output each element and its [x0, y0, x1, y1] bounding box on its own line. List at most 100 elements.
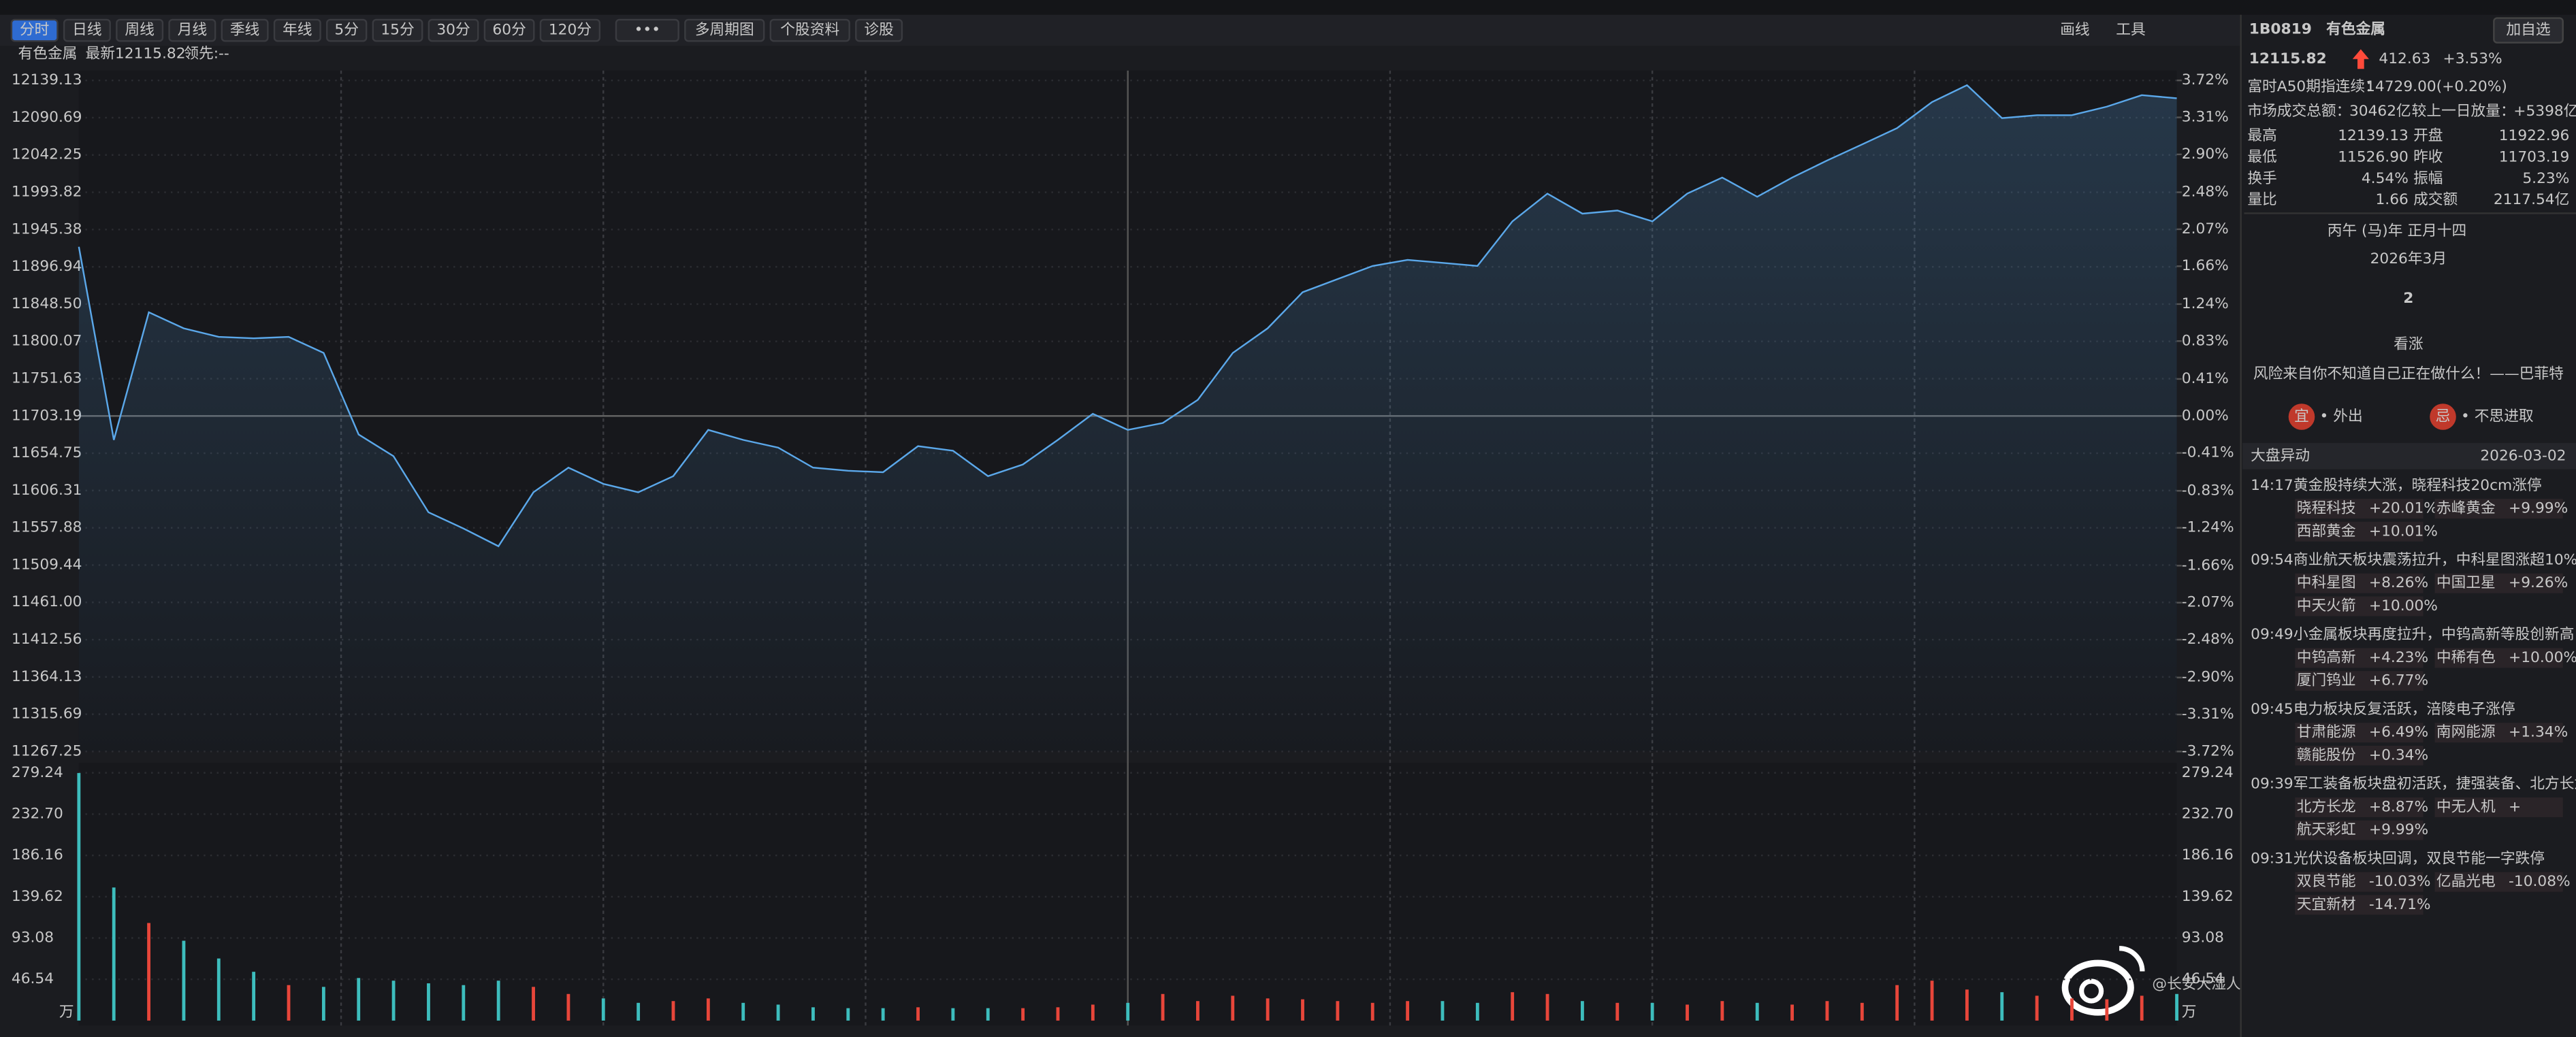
add-button[interactable]	[2493, 17, 2564, 44]
news-text[interactable]: 黄金股持续大涨，晓程科技20cm涨停	[2293, 477, 2542, 494]
toolbar-button[interactable]	[116, 18, 164, 42]
toolbar-label[interactable]: 年线	[283, 22, 312, 39]
volume-bar	[1581, 1001, 1584, 1021]
toolbar-button[interactable]	[168, 18, 216, 42]
quote-price: 12115.82	[2249, 50, 2327, 67]
news-tag-bg	[2295, 671, 2424, 691]
toolbar-button[interactable]	[63, 18, 111, 42]
news-tag-name[interactable]: 中科星图	[2297, 574, 2356, 591]
news-title: 大盘异动	[2251, 447, 2310, 464]
volume-bar	[391, 981, 396, 1021]
calendar-mood: 看涨	[2394, 335, 2424, 352]
news-time[interactable]: 09:31	[2251, 850, 2293, 867]
y2-tick-label: 2.48%	[2182, 184, 2229, 201]
news-time[interactable]: 14:17	[2251, 477, 2293, 494]
news-text[interactable]: 小金属板块再度拉升，中钨高新等股创新高	[2293, 626, 2575, 643]
y-tick-label-right: 139.62	[2182, 888, 2234, 905]
chart-name: 有色金属	[18, 46, 78, 63]
news-tag-name[interactable]: 南网能源	[2436, 724, 2496, 741]
quote-field: 换手	[2247, 170, 2276, 187]
toolbar-label[interactable]: 5分	[334, 22, 359, 39]
volume-unit: 万	[59, 1004, 74, 1021]
toolbar-label[interactable]: 季线	[230, 22, 259, 39]
news-tag-name[interactable]: 西部黄金	[2297, 523, 2356, 540]
volume-bar	[1545, 993, 1549, 1021]
toolbar-label[interactable]: 60分	[492, 22, 526, 39]
news-tag-name[interactable]: 晓程科技	[2297, 500, 2356, 517]
news-tag-bg	[2295, 573, 2424, 593]
toolbar-tools[interactable]: 工具	[2116, 22, 2145, 39]
quote-value: 11922.96	[2499, 127, 2570, 144]
news-time[interactable]: 09:49	[2251, 626, 2293, 643]
news-text[interactable]: 光伏设备板块回调，双良节能一字跌停	[2293, 850, 2545, 867]
toolbar-button[interactable]	[483, 18, 535, 42]
volume-bar	[1440, 1001, 1445, 1021]
toolbar-button[interactable]	[615, 18, 679, 42]
toolbar-label[interactable]: 120分	[549, 22, 592, 39]
news-tag-name[interactable]: 天宜新材	[2297, 896, 2356, 913]
news-time[interactable]: 09:39	[2251, 776, 2293, 793]
toolbar-button[interactable]	[769, 18, 850, 42]
news-tag-name[interactable]: 亿晶光电	[2436, 873, 2496, 890]
add-button-label[interactable]: 加自选	[2506, 22, 2550, 39]
toolbar-label[interactable]: 日线	[72, 22, 101, 39]
toolbar-button[interactable]	[684, 18, 765, 42]
toolbar-button[interactable]	[428, 18, 479, 42]
news-tag-name[interactable]: 双良节能	[2297, 873, 2356, 890]
toolbar-button[interactable]	[326, 18, 368, 42]
toolbar-label[interactable]: 30分	[436, 22, 470, 39]
news-tag-bg	[2295, 596, 2424, 616]
volume-bar	[532, 987, 535, 1021]
news-tag-name[interactable]: 甘肃能源	[2297, 724, 2356, 741]
toolbar-label[interactable]: 周线	[125, 22, 154, 39]
calendar-day: 2	[2403, 290, 2413, 307]
news-tag-change: -14.71%	[2369, 896, 2431, 913]
quote-change: 412.63	[2379, 50, 2430, 67]
news-text[interactable]: 军工装备板块盘初活跃，捷强装备、北方长龙	[2293, 776, 2576, 793]
news-tag-name[interactable]: 北方长龙	[2297, 798, 2356, 815]
toolbar-button[interactable]	[539, 18, 601, 42]
toolbar-label[interactable]: 月线	[178, 22, 207, 39]
toolbar-label[interactable]: 分时	[20, 22, 49, 39]
news-tag-name[interactable]: 中无人机	[2436, 798, 2496, 815]
news-tag-bg	[2295, 820, 2424, 840]
news-time[interactable]: 09:54	[2251, 551, 2293, 568]
volume-bar	[1895, 985, 1899, 1021]
toolbar-label[interactable]: 多周期图	[695, 22, 754, 39]
news-tag-name[interactable]: 中钨高新	[2297, 649, 2356, 666]
toolbar-label[interactable]: •••	[634, 22, 660, 39]
news-tag-name[interactable]: 航天彩虹	[2297, 821, 2356, 838]
toolbar-button[interactable]	[273, 18, 321, 42]
volume-bar	[2000, 992, 2004, 1021]
y2-tick-label: -0.83%	[2182, 482, 2234, 499]
news-tag-name[interactable]: 中国卫星	[2436, 574, 2496, 591]
toolbar-label[interactable]: 诊股	[864, 22, 893, 39]
y-tick-label: 46.54	[12, 970, 54, 987]
news-tag-change: +9.99%	[2509, 500, 2568, 517]
toolbar-button[interactable]	[372, 18, 423, 42]
good-text: • 外出	[2320, 408, 2363, 425]
quote-field: 昨收	[2413, 148, 2443, 165]
toolbar-label[interactable]: 个股资料	[780, 22, 839, 39]
toolbar-draw[interactable]: 画线	[2060, 22, 2089, 39]
volume-bar	[77, 773, 81, 1021]
calendar-quote: 风险来自你不知道自己正在做什么！——巴菲特	[2253, 365, 2564, 382]
news-tag-name[interactable]: 中稀有色	[2436, 649, 2496, 666]
toolbar-button[interactable]	[855, 18, 903, 42]
news-tag-name[interactable]: 赣能股份	[2297, 746, 2356, 763]
news-tag-name[interactable]: 厦门钨业	[2297, 672, 2356, 689]
toolbar-button[interactable]	[10, 18, 59, 42]
volume-bar	[1126, 1002, 1130, 1021]
news-tag-name[interactable]: 赤峰黄金	[2436, 500, 2496, 517]
news-text[interactable]: 电力板块反复活跃，涪陵电子涨停	[2293, 701, 2515, 718]
toolbar-button[interactable]	[221, 18, 269, 42]
news-tag-name[interactable]: 中天火箭	[2297, 597, 2356, 614]
volume-bar	[1930, 981, 1934, 1021]
volume-bar	[1406, 1001, 1410, 1021]
news-time[interactable]: 09:45	[2251, 701, 2293, 718]
y-tick-label: 11993.82	[12, 184, 82, 201]
toolbar-label[interactable]: 15分	[381, 22, 414, 39]
volume-bar	[811, 1007, 815, 1021]
volume-bar	[2035, 995, 2039, 1021]
news-text[interactable]: 商业航天板块震荡拉升，中科星图涨超10%	[2293, 551, 2576, 568]
